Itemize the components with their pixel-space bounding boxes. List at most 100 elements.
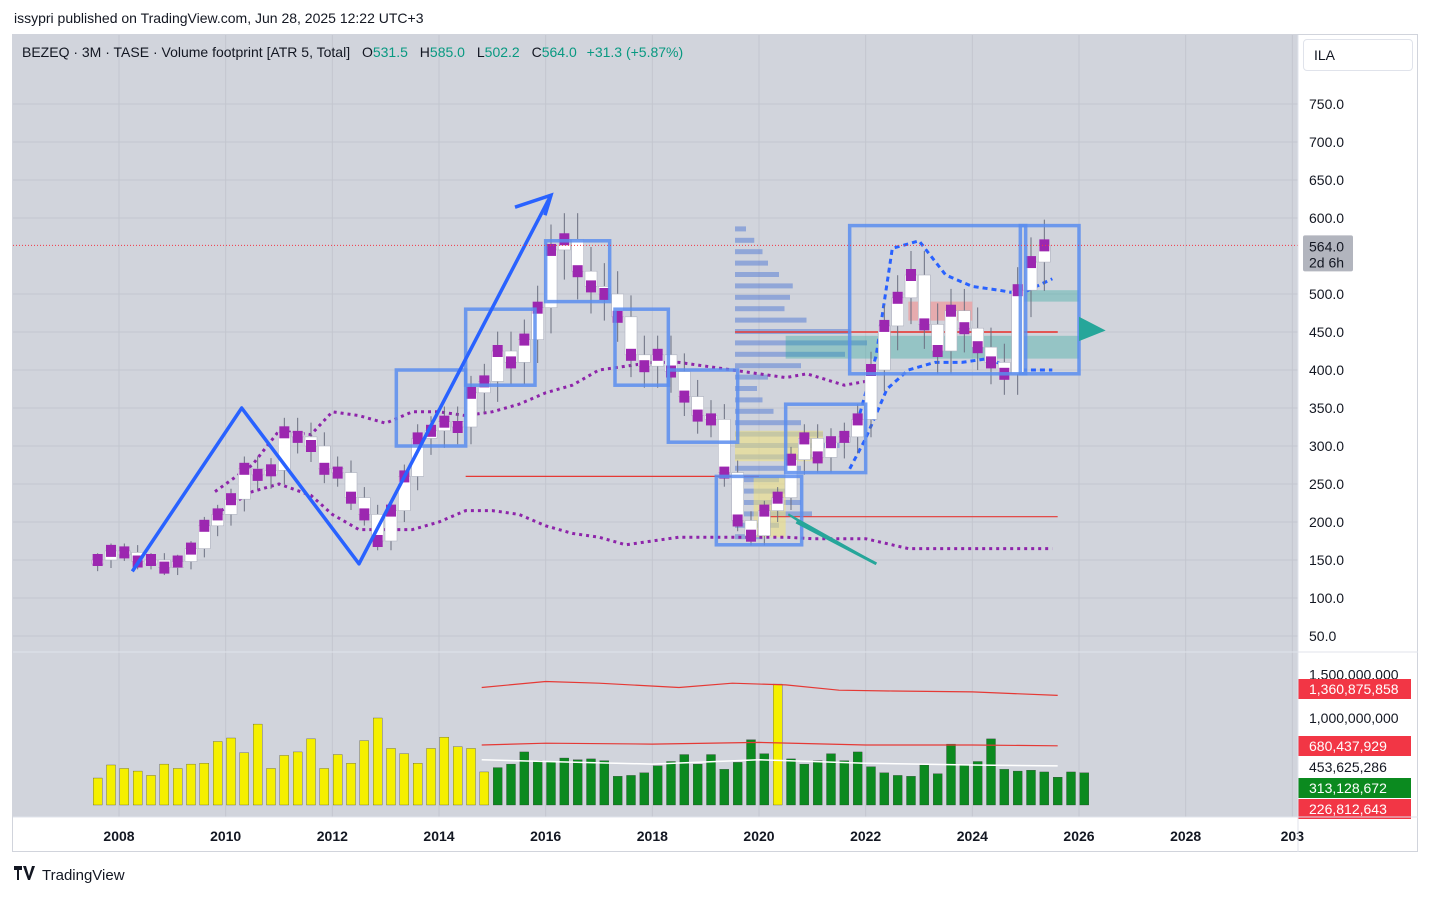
volume-profile-bar bbox=[735, 317, 807, 323]
volume-bar bbox=[746, 739, 756, 806]
upper-band bbox=[214, 360, 866, 493]
candle-footprint-mark bbox=[279, 426, 290, 439]
volume-bar bbox=[186, 763, 196, 806]
candle-footprint-mark bbox=[946, 304, 956, 317]
consolidation-box bbox=[783, 402, 868, 475]
time-tick-label: 2028 bbox=[1170, 828, 1201, 844]
candle-footprint-mark bbox=[159, 561, 170, 574]
price-tick-label: 400.0 bbox=[1309, 362, 1344, 378]
price-tick-label: 300.0 bbox=[1309, 438, 1344, 454]
volume-bar bbox=[919, 764, 929, 806]
candle-footprint-mark bbox=[719, 466, 730, 479]
candle-footprint-mark bbox=[306, 440, 316, 452]
volume-bar bbox=[466, 748, 476, 806]
volume-bar bbox=[119, 768, 129, 806]
candle-footprint-mark bbox=[532, 301, 543, 314]
candle-footprint-mark bbox=[586, 280, 596, 293]
volume-bar bbox=[893, 775, 903, 806]
candle-footprint-mark bbox=[986, 356, 996, 369]
volume-bar bbox=[1039, 771, 1049, 806]
close-label: C bbox=[531, 44, 542, 60]
candle-footprint-mark bbox=[92, 554, 103, 566]
candle-footprint-mark bbox=[786, 453, 796, 466]
low-value: 502.2 bbox=[484, 44, 520, 60]
consolidation-box bbox=[463, 307, 537, 387]
volume-bar bbox=[226, 737, 236, 806]
candle-footprint-mark bbox=[252, 468, 263, 481]
consolidation-box bbox=[847, 223, 1028, 376]
candle-footprint-mark bbox=[692, 409, 703, 422]
candle-footprint-mark bbox=[1026, 256, 1036, 269]
volume-value-tag bbox=[1298, 736, 1411, 756]
candle-footprint-mark bbox=[652, 348, 663, 361]
volume-bar bbox=[693, 763, 703, 806]
candle-footprint-mark bbox=[319, 462, 330, 475]
price-tick-label: 150.0 bbox=[1309, 552, 1344, 568]
last-price-label: 564.0 bbox=[1309, 238, 1344, 254]
volume-bar bbox=[813, 760, 823, 806]
volume-profile-bar bbox=[735, 465, 801, 471]
candle-footprint-mark bbox=[386, 504, 396, 517]
candle-footprint-mark bbox=[799, 432, 810, 445]
volume-bar bbox=[333, 754, 343, 806]
candle-footprint-mark bbox=[412, 432, 423, 445]
volume-bar bbox=[213, 741, 223, 806]
volume-bar bbox=[973, 761, 983, 806]
volume-profile-bar bbox=[735, 386, 757, 391]
candle-footprint-mark bbox=[1012, 284, 1023, 297]
volume-bar bbox=[999, 769, 1009, 806]
change-value: +31.3 (+5.87%) bbox=[586, 44, 684, 60]
candle-footprint-mark bbox=[839, 430, 850, 443]
volume-bar bbox=[1026, 770, 1036, 806]
close-value: 564.0 bbox=[541, 44, 577, 60]
candle-footprint-mark bbox=[546, 243, 556, 256]
volume-bar bbox=[666, 761, 676, 806]
candle-footprint-mark bbox=[372, 535, 383, 547]
price-tick-label: 250.0 bbox=[1309, 476, 1344, 492]
volume-tick-label: 1,500,000,000 bbox=[1309, 667, 1399, 683]
volume-value-label: 1,360,875,858 bbox=[1309, 681, 1399, 697]
volume-bar bbox=[306, 738, 316, 806]
consolidation-box bbox=[666, 368, 740, 444]
volume-bar bbox=[493, 767, 503, 806]
volume-bar bbox=[706, 754, 716, 806]
candle-footprint-mark bbox=[612, 310, 623, 323]
time-tick-label: 2018 bbox=[637, 828, 668, 844]
bullish-arrow-shaft bbox=[795, 520, 878, 566]
candle-footprint-mark bbox=[679, 390, 690, 403]
price-tick-label: 50.0 bbox=[1309, 628, 1336, 644]
time-tick-label: 203 bbox=[1281, 828, 1305, 844]
candle-footprint-mark bbox=[466, 386, 476, 399]
candle-footprint-mark bbox=[199, 519, 210, 532]
candle-footprint-mark bbox=[146, 554, 156, 566]
currency-selector[interactable]: ILA bbox=[1303, 39, 1413, 71]
volume-bar bbox=[826, 753, 836, 806]
volume-bar bbox=[1053, 777, 1063, 806]
candle-footprint-mark bbox=[359, 508, 370, 521]
volume-bar bbox=[519, 751, 529, 806]
chart-layer bbox=[13, 35, 1298, 817]
candle-footprint-mark bbox=[346, 491, 356, 504]
volume-profile-bar bbox=[735, 272, 779, 277]
candle-footprint-mark bbox=[452, 421, 463, 433]
price-tick-label: 200.0 bbox=[1309, 514, 1344, 530]
volume-bar bbox=[546, 761, 556, 806]
candle-footprint-mark bbox=[639, 360, 650, 373]
volume-bar bbox=[346, 763, 356, 806]
candle-footprint-mark bbox=[292, 430, 303, 443]
volume-tick-label: 1,000,000,000 bbox=[1309, 710, 1399, 726]
volume-bar bbox=[439, 736, 449, 806]
high-value: 585.0 bbox=[429, 44, 465, 60]
volume-bar bbox=[959, 764, 969, 806]
price-tick-label: 500.0 bbox=[1309, 286, 1344, 302]
volume-bar bbox=[413, 763, 423, 806]
candle-footprint-mark bbox=[852, 413, 863, 426]
volume-bar bbox=[146, 775, 156, 806]
candle-body bbox=[731, 472, 744, 521]
support-zone bbox=[1015, 290, 1079, 302]
candle-footprint-mark bbox=[572, 265, 583, 278]
volume-bar bbox=[559, 757, 569, 806]
volume-bar bbox=[533, 760, 543, 806]
candle-footprint-mark bbox=[706, 413, 716, 426]
